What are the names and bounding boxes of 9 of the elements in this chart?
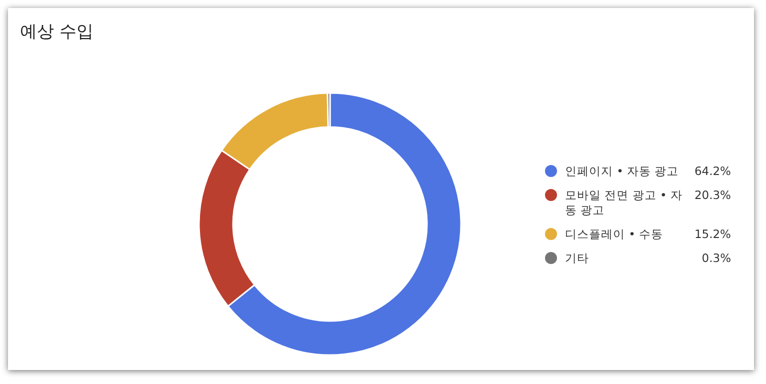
legend-label: 디스플레이 • 수동 (565, 227, 664, 242)
data-label: 20.3% (693, 188, 731, 203)
data-label: 64.2% (693, 164, 731, 179)
legend-label: 기타 (565, 251, 590, 266)
data-label: 0.3% (700, 251, 731, 266)
legend-label: 인페이지 • 자동 광고 (565, 164, 680, 179)
data-label: 15.2% (693, 227, 731, 242)
text: 예상 수입 (20, 21, 94, 43)
legend-label: 모바일 전면 광고 • 자동 광고 (565, 188, 684, 218)
